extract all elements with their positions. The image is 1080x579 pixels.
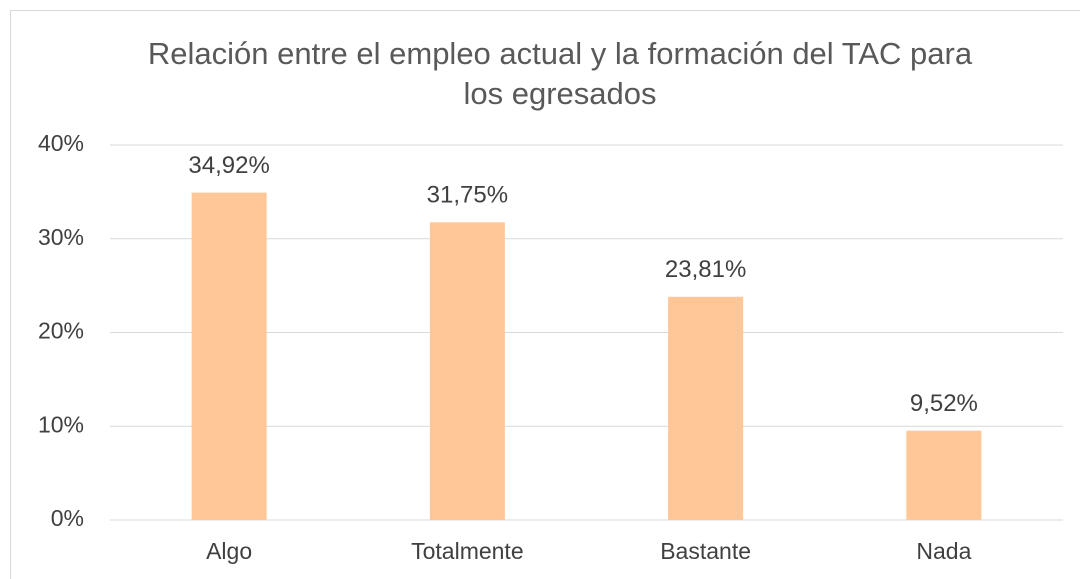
- chart-border: [10, 10, 1080, 579]
- value-label: 31,75%: [427, 182, 508, 209]
- bar: [429, 222, 505, 520]
- y-tick-label: 10%: [38, 411, 84, 437]
- chart-title: Relación entre el empleo actual y la for…: [147, 36, 973, 111]
- bar: [906, 430, 982, 520]
- y-tick-label: 20%: [38, 318, 84, 344]
- value-label: 9,52%: [910, 390, 978, 417]
- x-tick-label: Totalmente: [411, 538, 524, 564]
- value-label: 34,92%: [188, 152, 269, 179]
- x-tick-label: Bastante: [660, 538, 751, 564]
- x-tick-label: Algo: [206, 538, 252, 564]
- x-tick-label: Nada: [916, 538, 971, 564]
- bar: [668, 296, 744, 520]
- bar: [191, 192, 267, 520]
- y-tick-label: 0%: [51, 505, 84, 531]
- y-tick-label: 40%: [38, 130, 84, 156]
- y-tick-label: 30%: [38, 224, 84, 250]
- value-label: 23,81%: [665, 256, 746, 283]
